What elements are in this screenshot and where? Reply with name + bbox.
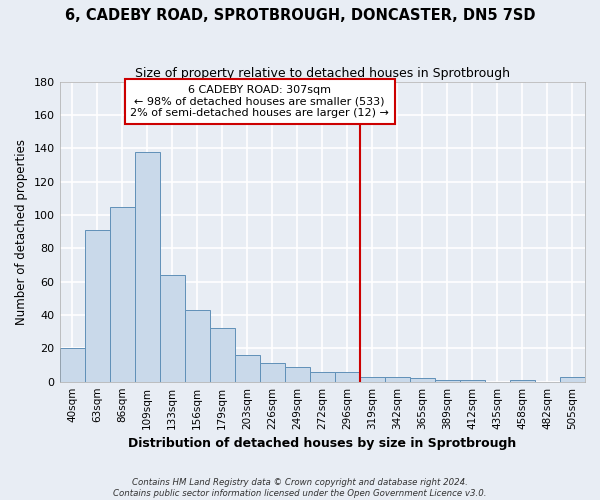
Bar [260, 364, 285, 382]
Bar [360, 376, 385, 382]
Bar [134, 152, 160, 382]
Bar [435, 380, 460, 382]
Title: Size of property relative to detached houses in Sprotbrough: Size of property relative to detached ho… [135, 68, 510, 80]
Bar [235, 355, 260, 382]
Bar [285, 366, 310, 382]
Text: Contains HM Land Registry data © Crown copyright and database right 2024.
Contai: Contains HM Land Registry data © Crown c… [113, 478, 487, 498]
Bar [335, 372, 360, 382]
Bar [385, 376, 410, 382]
Bar [560, 376, 585, 382]
Bar [110, 206, 134, 382]
Bar [460, 380, 485, 382]
Bar [209, 328, 235, 382]
X-axis label: Distribution of detached houses by size in Sprotbrough: Distribution of detached houses by size … [128, 437, 517, 450]
Text: 6, CADEBY ROAD, SPROTBROUGH, DONCASTER, DN5 7SD: 6, CADEBY ROAD, SPROTBROUGH, DONCASTER, … [65, 8, 535, 22]
Bar [85, 230, 110, 382]
Bar [160, 275, 185, 382]
Bar [410, 378, 435, 382]
Text: 6 CADEBY ROAD: 307sqm
← 98% of detached houses are smaller (533)
2% of semi-deta: 6 CADEBY ROAD: 307sqm ← 98% of detached … [130, 85, 389, 118]
Bar [185, 310, 209, 382]
Bar [59, 348, 85, 382]
Y-axis label: Number of detached properties: Number of detached properties [15, 138, 28, 324]
Bar [310, 372, 335, 382]
Bar [510, 380, 535, 382]
